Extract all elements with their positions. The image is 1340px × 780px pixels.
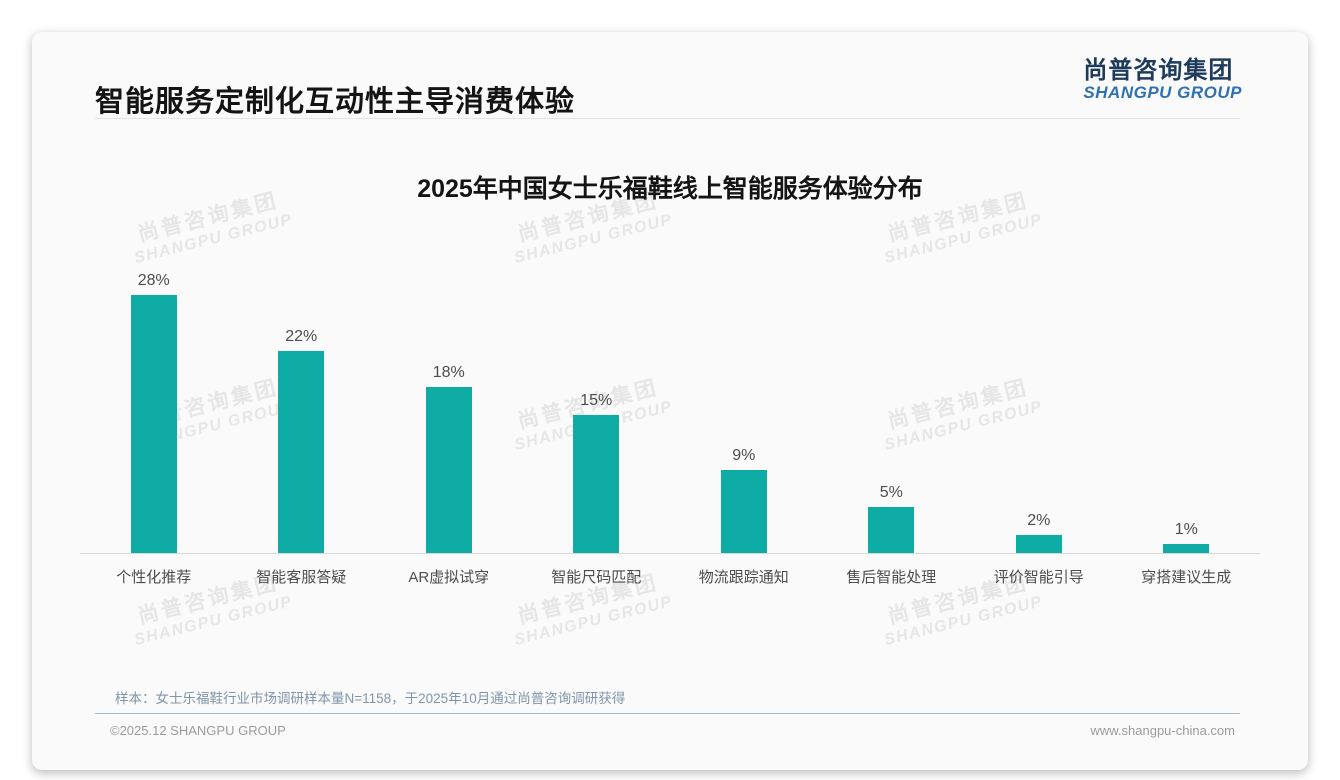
bar [573, 415, 620, 553]
shangpu-logo: 尚普咨询集团 SHANGPU GROUP [1083, 57, 1242, 103]
copyright-text: ©2025.12 SHANGPU GROUP [110, 723, 286, 738]
watermark-english-text: SHANGPU GROUP [132, 593, 295, 649]
watermark-english-text: SHANGPU GROUP [132, 211, 295, 267]
bar [1015, 534, 1062, 553]
category-label: AR虚拟试穿 [408, 569, 490, 586]
bar-value-label: 5% [879, 484, 903, 501]
category-label: 评价智能引导 [993, 569, 1084, 586]
bar [868, 507, 915, 553]
bar-value-label: 18% [432, 364, 465, 382]
header-divider [95, 118, 1240, 119]
sample-note: 样本：女士乐福鞋行业市场调研样本量N=1158，于2025年10月通过尚普咨询调… [115, 691, 626, 706]
bar-column: 22% [228, 328, 376, 553]
category-label: 物流跟踪通知 [698, 569, 789, 586]
bar-column: 5% [818, 484, 966, 553]
bar-value-label: 2% [1027, 511, 1051, 529]
bar-value-label: 22% [285, 327, 318, 345]
logo-chinese-text: 尚普咨询集团 [1083, 57, 1234, 84]
bar-column: 2% [965, 512, 1113, 553]
footer-divider [95, 713, 1240, 714]
slide-card: 智能服务定制化互动性主导消费体验 尚普咨询集团 SHANGPU GROUP 尚普… [32, 32, 1308, 770]
watermark-english-text: SHANGPU GROUP [882, 211, 1045, 267]
bar-column: 28% [80, 272, 228, 553]
website-link[interactable]: www.shangpu-china.com [1090, 723, 1235, 738]
chart-title: 2025年中国女士乐福鞋线上智能服务体验分布 [417, 175, 923, 203]
category-label: 穿搭建议生成 [1141, 569, 1232, 586]
category-label: 个性化推荐 [116, 569, 192, 586]
category-label: 智能尺码匹配 [551, 569, 642, 586]
bar-column: 18% [375, 364, 523, 553]
logo-english-text: SHANGPU GROUP [1083, 83, 1242, 103]
watermark-english-text: SHANGPU GROUP [882, 593, 1045, 649]
watermark-english-text: SHANGPU GROUP [512, 593, 675, 649]
bar-value-label: 28% [137, 272, 170, 290]
bar-column: 15% [523, 392, 671, 553]
bar-column: 1% [1113, 521, 1261, 553]
bar-chart: 28% 22% 18% 15% 9% 5% 2% 1% 个性化推荐 智能客服答疑 AR虚拟试穿 智能… [80, 263, 1260, 587]
bar-column: 9% [670, 447, 818, 553]
bar [425, 387, 472, 553]
x-axis-labels: 个性化推荐 智能客服答疑 AR虚拟试穿 智能尺码匹配 物流跟踪通知 售后智能处理 评价智能引… [80, 566, 1260, 587]
category-label: 售后智能处理 [846, 569, 937, 586]
watermark-english-text: SHANGPU GROUP [512, 211, 675, 267]
bar [1163, 543, 1210, 553]
bar [278, 350, 325, 553]
x-axis-line [80, 553, 1260, 554]
page-title: 智能服务定制化互动性主导消费体验 [95, 86, 576, 118]
bar-value-label: 1% [1174, 520, 1198, 538]
bar [720, 470, 767, 553]
bar [130, 295, 177, 553]
category-label: 智能客服答疑 [256, 569, 347, 586]
bar-value-label: 9% [732, 447, 756, 465]
plot-area: 28% 22% 18% 15% 9% 5% 2% 1% [80, 263, 1260, 553]
bar-value-label: 15% [580, 392, 613, 409]
